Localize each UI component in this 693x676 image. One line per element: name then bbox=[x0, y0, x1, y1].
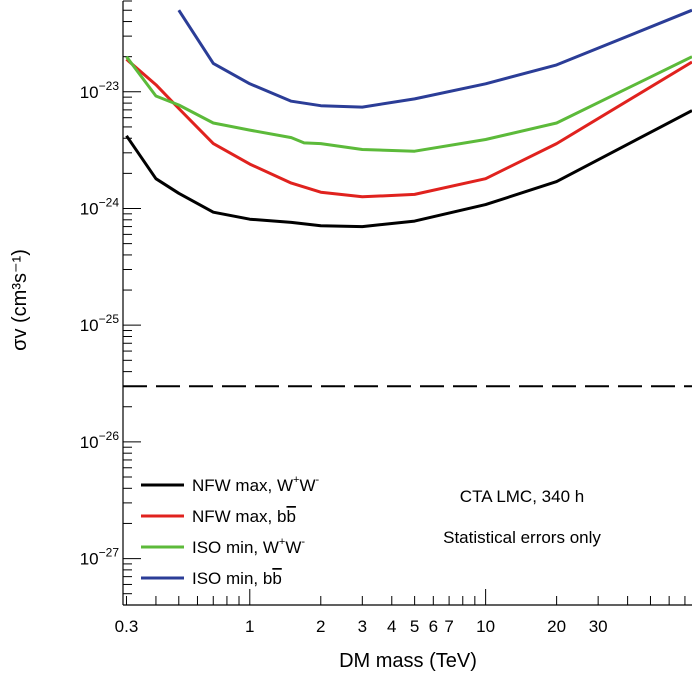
x-tick-label: 3 bbox=[358, 617, 367, 636]
y-tick-label: 10−25 bbox=[80, 312, 120, 335]
series-line-2 bbox=[125, 58, 692, 199]
y-tick-label: 10−26 bbox=[80, 429, 120, 452]
y-tick-label: 10−23 bbox=[80, 79, 120, 102]
x-tick-label: 7 bbox=[444, 617, 453, 636]
series-line-3 bbox=[125, 55, 692, 153]
tick-label-layer: 10−23 10−24 10−25 10−26 10−27 0.3 1 2 3 4 5 6 7 10 20 3… bbox=[80, 79, 608, 636]
tick-layer bbox=[123, 0, 686, 606]
x-tick-label: 20 bbox=[547, 617, 566, 636]
series-layer bbox=[123, 8, 692, 388]
x-tick-label: 30 bbox=[589, 617, 608, 636]
series-line-1 bbox=[125, 109, 692, 229]
x-tick-label: 5 bbox=[410, 617, 419, 636]
legend-label: NFW max, bb bbox=[192, 507, 296, 526]
x-tick-label: 2 bbox=[316, 617, 325, 636]
legend: NFW max, W+W- NFW max, bb ISO min, W+W- ISO… bbox=[141, 474, 320, 588]
x-tick-label: 4 bbox=[387, 617, 396, 636]
axes-frame bbox=[122, 1, 692, 606]
x-axis-title: DM mass (TeV) bbox=[339, 650, 477, 672]
y-tick-label: 10−24 bbox=[80, 195, 120, 218]
y-axis-title: σv (cm³s⁻¹) bbox=[9, 249, 31, 351]
x-tick-label: 10 bbox=[476, 617, 495, 636]
annotation-subtitle: Statistical errors only bbox=[443, 528, 601, 547]
legend-label: ISO min, bb bbox=[192, 569, 282, 588]
y-tick-label: 10−27 bbox=[80, 546, 120, 569]
x-tick-label: 0.3 bbox=[115, 617, 139, 636]
annotation-title: CTA LMC, 340 h bbox=[460, 487, 584, 506]
legend-label: NFW max, W+W- bbox=[192, 474, 320, 495]
x-tick-label: 6 bbox=[429, 617, 438, 636]
legend-label: ISO min, W+W- bbox=[192, 536, 305, 557]
x-tick-label: 1 bbox=[245, 617, 254, 636]
series-line-4 bbox=[177, 8, 692, 109]
